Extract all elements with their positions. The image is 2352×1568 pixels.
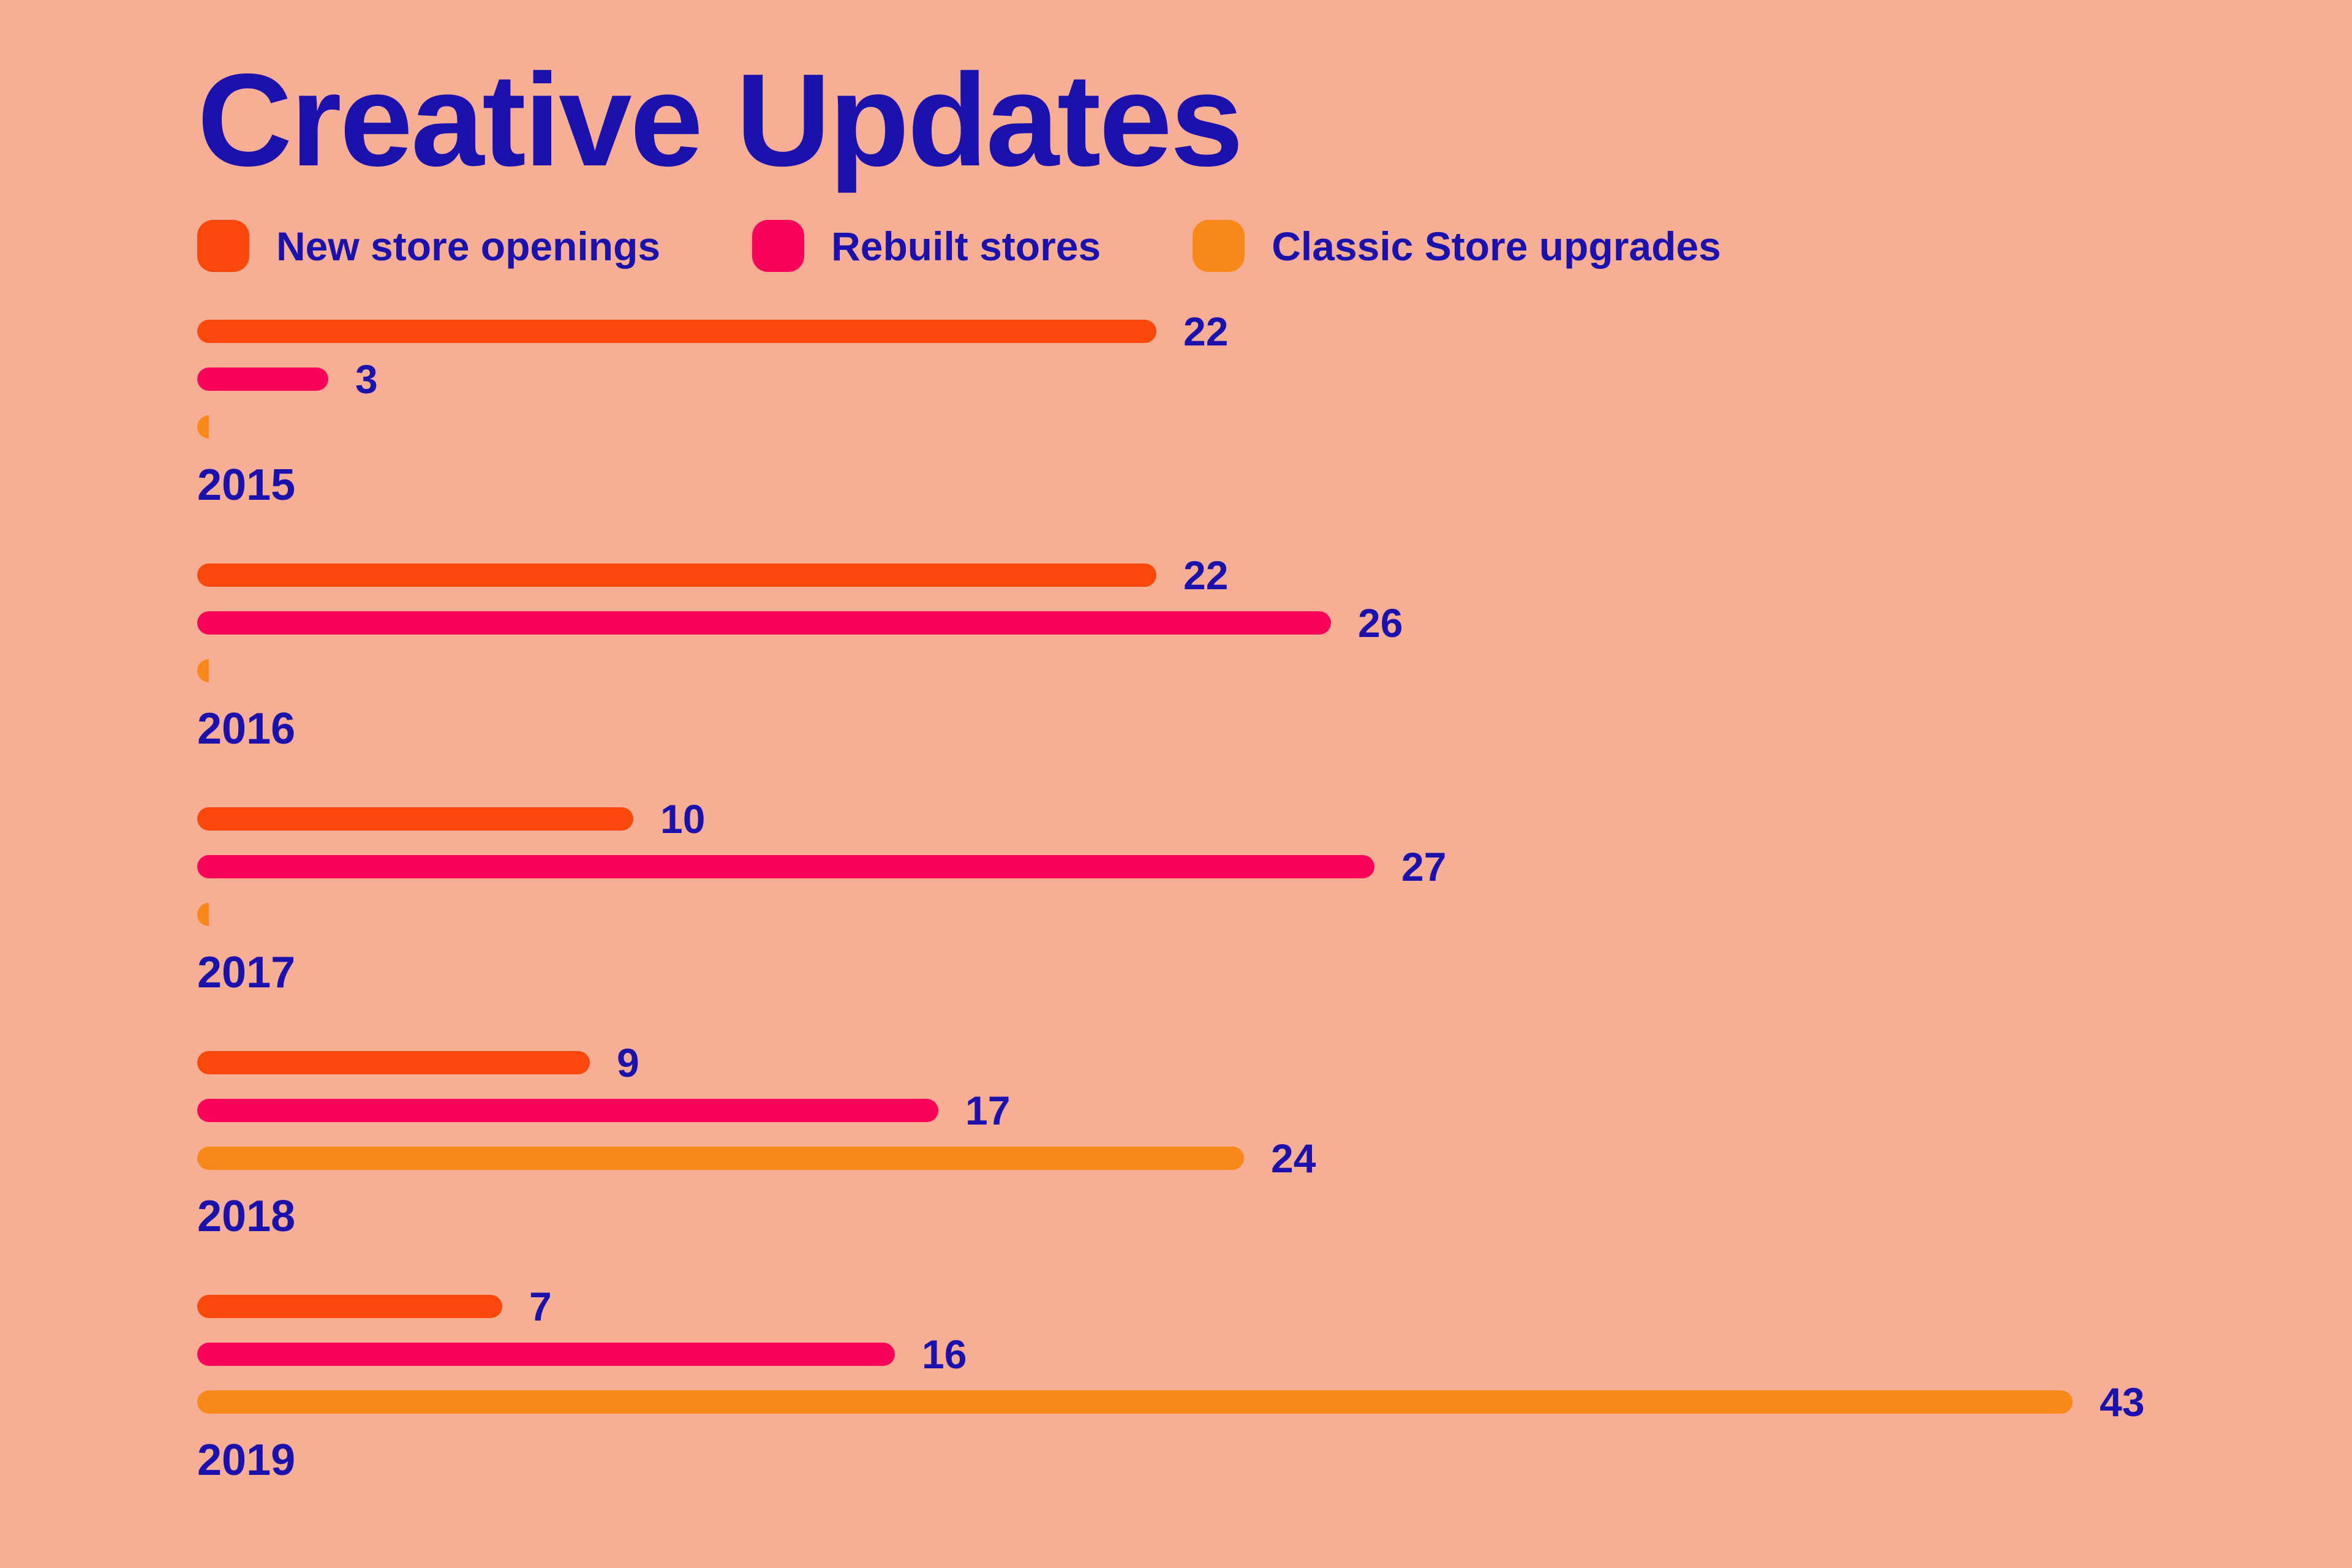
bar-new-store-openings-2016 [197,564,1156,587]
bar-rebuilt-stores-2017 [197,855,1374,878]
bar-row: 16 [197,1332,2352,1377]
legend-swatch-classic-store-upgrades [1193,220,1245,272]
bar-rebuilt-stores-2015 [197,368,328,391]
bar-value-label: 7 [529,1284,552,1329]
bar-value-label: 26 [1358,600,1403,646]
bar-row [197,659,2352,682]
year-group-2018: 9 17 24 2018 [197,1040,2352,1241]
bar-row: 27 [197,844,2352,889]
bar-new-store-openings-2015 [197,320,1156,343]
year-label: 2017 [197,948,296,997]
bar-new-store-openings-2018 [197,1051,590,1074]
year-group-2017: 10 27 2017 [197,796,2352,997]
bar-row: 26 [197,600,2352,646]
legend-label: Classic Store upgrades [1272,223,1721,269]
bar-row: 7 [197,1284,2352,1329]
bar-row: 43 [197,1379,2352,1425]
chart-title: Creative Updates [197,46,1243,194]
bar-classic-store-upgrades-2016 [197,659,209,682]
bar-new-store-openings-2019 [197,1295,502,1318]
bar-chart: 22 3 2015 22 26 [197,309,2352,1485]
legend-label: Rebuilt stores [831,223,1101,269]
bar-classic-store-upgrades-2015 [197,415,209,439]
bar-row: 9 [197,1040,2352,1085]
bar-value-label: 24 [1271,1136,1316,1181]
bar-row [197,415,2352,439]
bar-rebuilt-stores-2016 [197,611,1331,635]
bar-value-label: 17 [965,1088,1011,1133]
year-label: 2016 [197,704,296,753]
bar-value-label: 16 [922,1332,967,1377]
legend: New store openings Rebuilt stores Classi… [197,220,2352,272]
bar-row: 22 [197,552,2352,598]
bar-classic-store-upgrades-2019 [197,1390,2073,1414]
legend-item-new-store-openings: New store openings [197,220,660,272]
legend-item-classic-store-upgrades: Classic Store upgrades [1193,220,1721,272]
bar-rebuilt-stores-2019 [197,1343,895,1366]
bar-row [197,903,2352,926]
bar-row: 22 [197,309,2352,354]
bar-classic-store-upgrades-2017 [197,903,209,926]
bar-rebuilt-stores-2018 [197,1099,938,1122]
bar-value-label: 9 [617,1040,639,1085]
legend-swatch-new-store-openings [197,220,249,272]
year-group-2019: 7 16 43 2019 [197,1284,2352,1485]
year-label: 2018 [197,1192,296,1241]
bar-value-label: 10 [660,796,706,842]
year-label: 2015 [197,461,296,510]
legend-item-rebuilt-stores: Rebuilt stores [752,220,1101,272]
bar-value-label: 22 [1183,309,1229,354]
bar-value-label: 43 [2100,1379,2145,1425]
year-group-2015: 22 3 2015 [197,309,2352,510]
year-label: 2019 [197,1436,296,1485]
bar-row: 10 [197,796,2352,842]
bar-value-label: 22 [1183,552,1229,598]
bar-row: 17 [197,1088,2352,1133]
bar-value-label: 3 [355,356,378,402]
year-group-2016: 22 26 2016 [197,552,2352,753]
bar-row: 24 [197,1136,2352,1181]
bar-row: 3 [197,356,2352,402]
bar-new-store-openings-2017 [197,807,633,831]
legend-label: New store openings [276,223,661,269]
bar-classic-store-upgrades-2018 [197,1147,1244,1170]
legend-swatch-rebuilt-stores [752,220,805,272]
bar-value-label: 27 [1401,844,1447,889]
